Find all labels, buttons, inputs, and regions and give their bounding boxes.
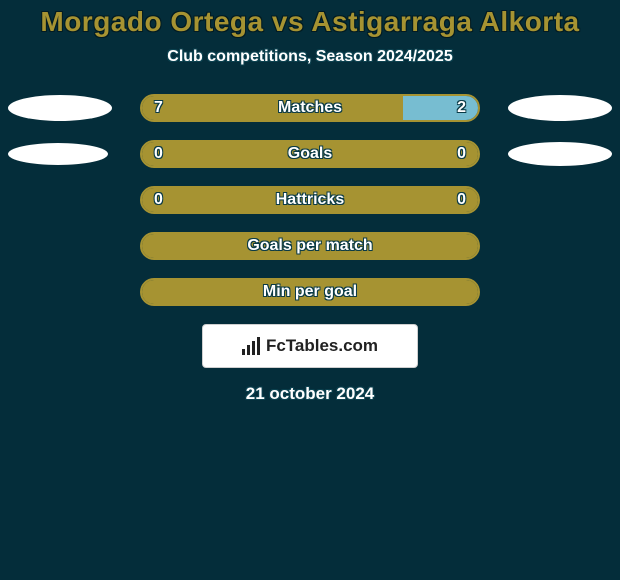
stat-bar: 00Goals: [140, 140, 480, 168]
player2-ellipse: [508, 95, 612, 121]
player1-ellipse: [8, 143, 108, 165]
stat-label: Goals: [142, 145, 478, 163]
stat-bar: Goals per match: [140, 232, 480, 260]
player1-ellipse: [8, 95, 112, 121]
stat-bar: Min per goal: [140, 278, 480, 306]
bar-chart-icon: [242, 337, 260, 355]
stat-label: Min per goal: [142, 283, 478, 301]
stat-bar: 72Matches: [140, 94, 480, 122]
stat-bar: 00Hattricks: [140, 186, 480, 214]
source-logo-text: FcTables.com: [266, 336, 378, 356]
stat-row: Min per goal: [0, 278, 620, 306]
page-title: Morgado Ortega vs Astigarraga Alkorta: [0, 6, 620, 38]
stat-label: Goals per match: [142, 237, 478, 255]
comparison-infographic: Morgado Ortega vs Astigarraga Alkorta Cl…: [0, 0, 620, 580]
stat-row: 00Goals: [0, 140, 620, 168]
stat-label: Hattricks: [142, 191, 478, 209]
snapshot-date: 21 october 2024: [0, 384, 620, 404]
stat-row: 00Hattricks: [0, 186, 620, 214]
player2-ellipse: [508, 142, 612, 166]
stat-label: Matches: [142, 99, 478, 117]
stat-row: 72Matches: [0, 94, 620, 122]
stat-rows: 72Matches 00Goals 00Hattricks Goals per mat…: [0, 94, 620, 306]
source-logo: FcTables.com: [202, 324, 418, 368]
page-subtitle: Club competitions, Season 2024/2025: [0, 48, 620, 66]
stat-row: Goals per match: [0, 232, 620, 260]
